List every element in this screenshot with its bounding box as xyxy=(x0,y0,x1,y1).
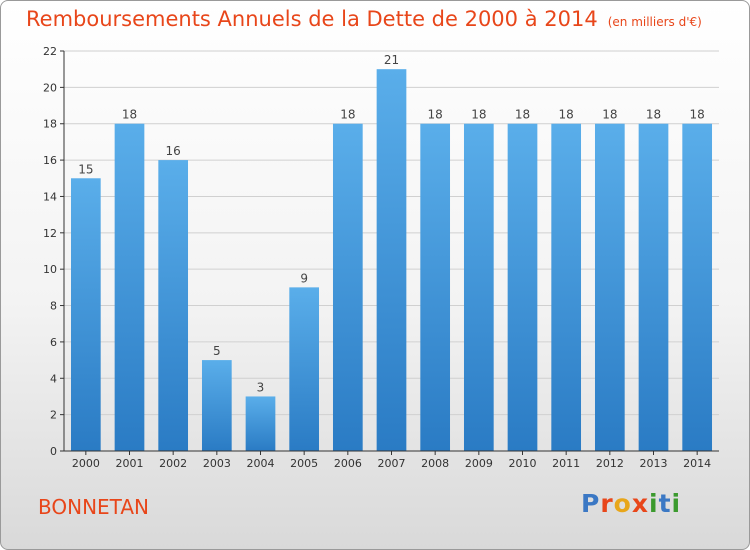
proxiti-logo: Proxiti xyxy=(581,489,682,518)
y-axis-ticks: 0 2 4 6 8 10 12 14 16 18 20 22 xyxy=(43,45,64,458)
y-tick-label: 22 xyxy=(43,45,57,58)
data-label-2012: 18 xyxy=(602,108,617,122)
y-tick-label: 6 xyxy=(50,336,57,349)
x-tick-label-2004: 2004 xyxy=(247,457,275,470)
x-tick-label-2002: 2002 xyxy=(159,457,187,470)
y-tick-label: 16 xyxy=(43,154,57,167)
x-tick-label-2014: 2014 xyxy=(683,457,711,470)
x-axis-labels: 2000 2001 2002 2003 2004 2005 2006 2007 2008 2009… xyxy=(72,451,711,470)
data-label-2014: 18 xyxy=(690,108,705,122)
title-text: Remboursements Annuels de la Dette de 20… xyxy=(26,7,598,31)
bar-2010 xyxy=(507,123,538,452)
chart-subtitle: (en milliers d'€) xyxy=(607,15,702,29)
bar-2000 xyxy=(70,178,101,452)
bar-2001 xyxy=(114,123,145,452)
x-tick-label-2001: 2001 xyxy=(116,457,144,470)
x-tick-label-2013: 2013 xyxy=(640,457,668,470)
bar-2013 xyxy=(638,123,669,452)
x-tick-label-2003: 2003 xyxy=(203,457,231,470)
data-label-2008: 18 xyxy=(428,108,443,122)
y-tick-label: 12 xyxy=(43,227,57,240)
bar-2003 xyxy=(201,360,232,451)
y-tick-label: 20 xyxy=(43,81,57,94)
bar-2007 xyxy=(376,69,407,451)
x-tick-label-2010: 2010 xyxy=(509,457,537,470)
y-tick-label: 8 xyxy=(50,300,57,313)
x-tick-label-2005: 2005 xyxy=(290,457,318,470)
bar-2011 xyxy=(551,123,582,452)
x-tick-label-2009: 2009 xyxy=(465,457,493,470)
y-tick-label: 2 xyxy=(50,409,57,422)
x-tick-label-2011: 2011 xyxy=(552,457,580,470)
chart-title: Remboursements Annuels de la Dette de 20… xyxy=(26,7,702,31)
bar-2009 xyxy=(463,123,494,452)
x-tick-label-2007: 2007 xyxy=(378,457,406,470)
data-label-2010: 18 xyxy=(515,108,530,122)
bar-2005 xyxy=(289,287,320,451)
x-tick-label-2006: 2006 xyxy=(334,457,362,470)
bar-2006 xyxy=(332,123,363,452)
data-label-2002: 16 xyxy=(166,144,181,158)
y-tick-label: 4 xyxy=(50,372,57,385)
y-tick-label: 0 xyxy=(50,445,57,458)
bar-2004 xyxy=(245,396,276,451)
x-tick-label-2000: 2000 xyxy=(72,457,100,470)
data-label-2006: 18 xyxy=(340,108,355,122)
data-label-2003: 5 xyxy=(213,344,221,358)
bar-2002 xyxy=(158,160,189,451)
data-label-2004: 3 xyxy=(257,380,265,394)
bar-2012 xyxy=(594,123,625,452)
y-tick-label: 10 xyxy=(43,263,57,276)
x-tick-label-2012: 2012 xyxy=(596,457,624,470)
data-label-2009: 18 xyxy=(471,108,486,122)
bar-2014 xyxy=(682,123,713,452)
bar-2008 xyxy=(420,123,451,452)
data-label-2013: 18 xyxy=(646,108,661,122)
data-label-2011: 18 xyxy=(559,108,574,122)
data-label-2005: 9 xyxy=(300,271,308,285)
x-tick-label-2008: 2008 xyxy=(421,457,449,470)
y-tick-label: 14 xyxy=(43,190,57,203)
data-label-2000: 15 xyxy=(78,162,93,176)
data-label-2007: 21 xyxy=(384,53,399,67)
bars: 15 18 16 5 3 9 18 21 18 18 18 18 18 18 18 xyxy=(70,53,713,452)
data-label-2001: 18 xyxy=(122,108,137,122)
town-name: BONNETAN xyxy=(38,495,149,519)
y-tick-label: 18 xyxy=(43,118,57,131)
